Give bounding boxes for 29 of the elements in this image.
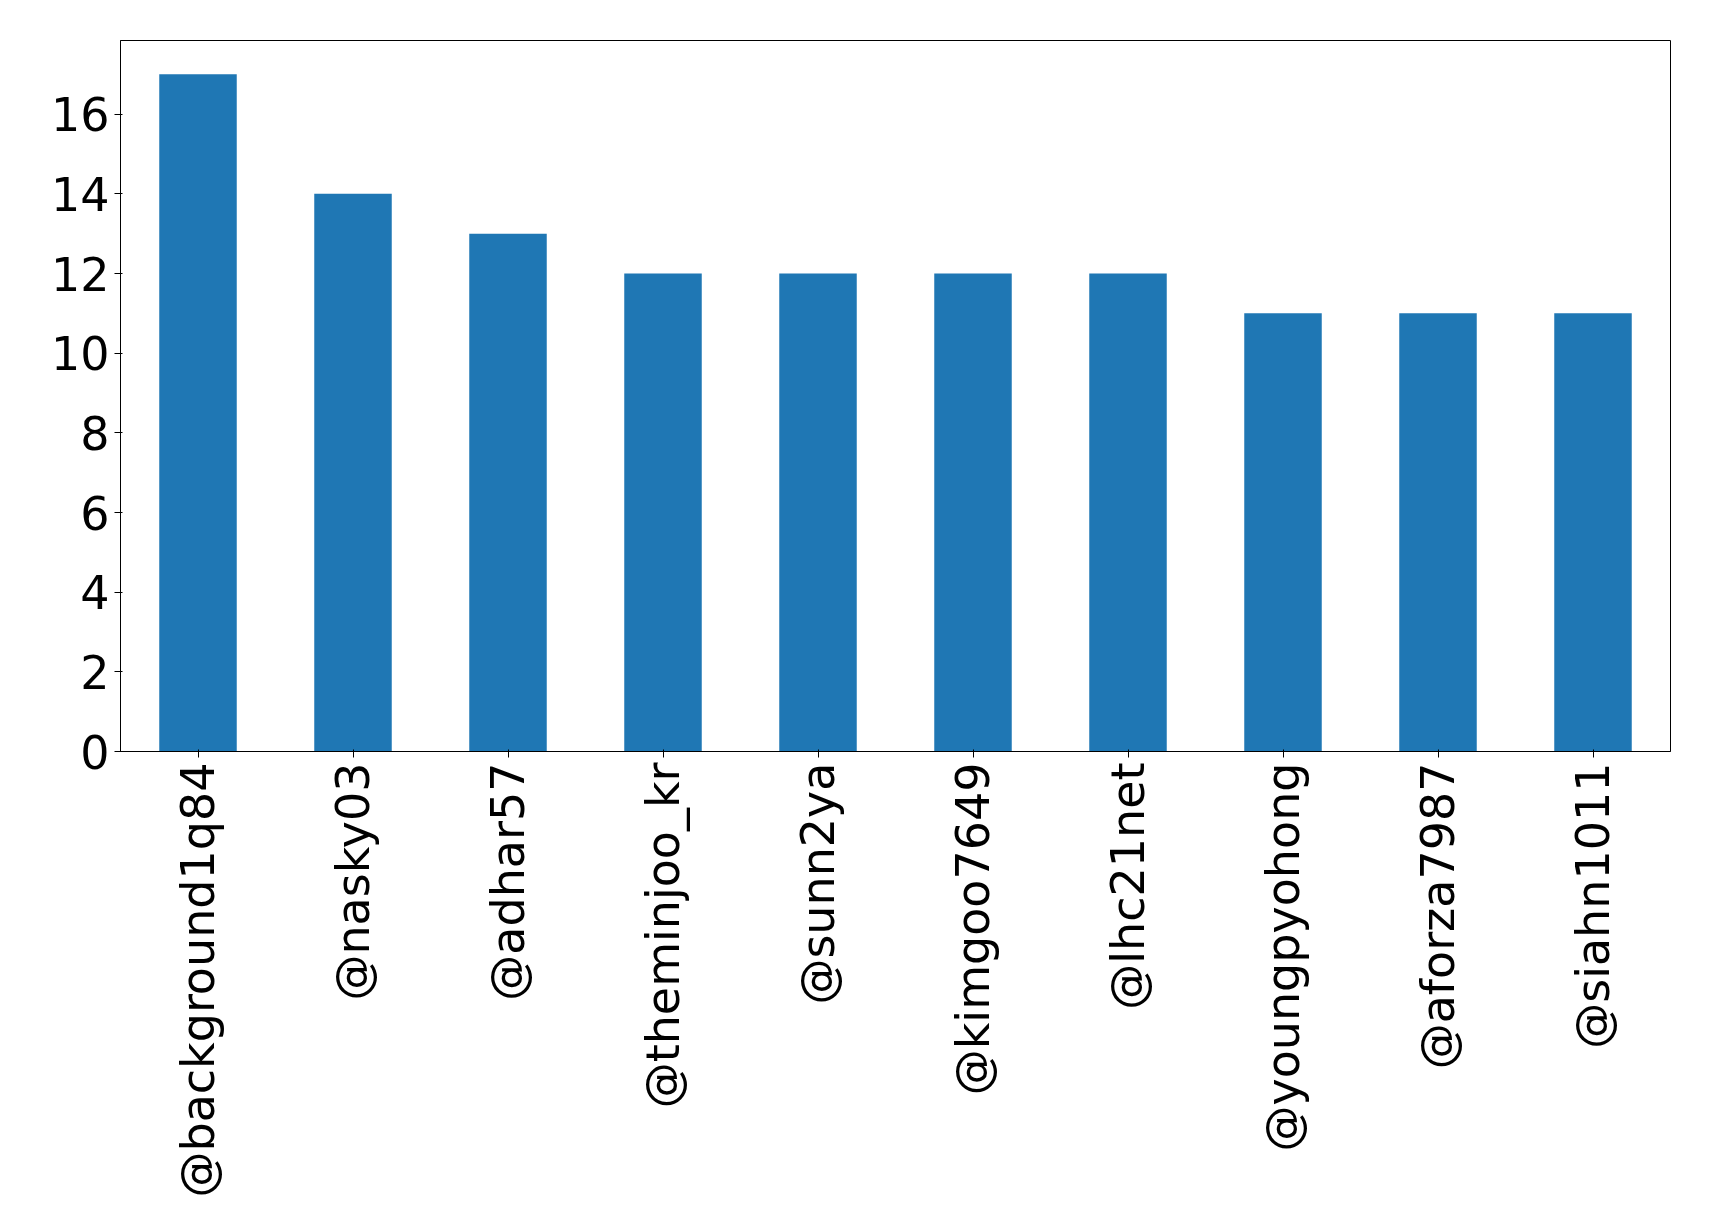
bar [1399,313,1477,752]
bar [624,273,702,752]
bar [469,233,547,752]
x-tick-label: @siahn1011 [1566,762,1620,1049]
y-tick-label: 16 [50,88,110,143]
x-tick-label: @aforza7987 [1411,762,1465,1070]
x-tick-label: @lhc21net [1101,762,1155,1010]
x-tick-label: @background1q84 [171,762,225,1198]
y-tick-label: 14 [50,167,110,222]
y-tick-label: 2 [80,645,110,700]
y-tick-label: 8 [80,406,110,461]
x-tick-label: @sunn2ya [791,762,845,1005]
bar [1089,273,1167,752]
x-tick-label: @adhar57 [481,762,535,1001]
bar [1554,313,1632,752]
x-tick-label: @youngpyohong [1256,762,1310,1152]
y-tick-label: 12 [50,247,110,302]
y-tick-label: 10 [50,327,110,382]
y-tick-label: 6 [80,486,110,541]
bar [779,273,857,752]
x-tick-label: @nasky03 [326,762,380,1001]
bar [159,74,237,752]
y-tick-label: 4 [80,566,110,621]
x-tick-label: @kimgoo7649 [946,762,1000,1096]
bar [934,273,1012,752]
bar [1244,313,1322,752]
x-tick-label: @theminjoo_kr [636,762,690,1109]
bar [314,193,392,752]
y-tick-label: 0 [80,725,110,780]
